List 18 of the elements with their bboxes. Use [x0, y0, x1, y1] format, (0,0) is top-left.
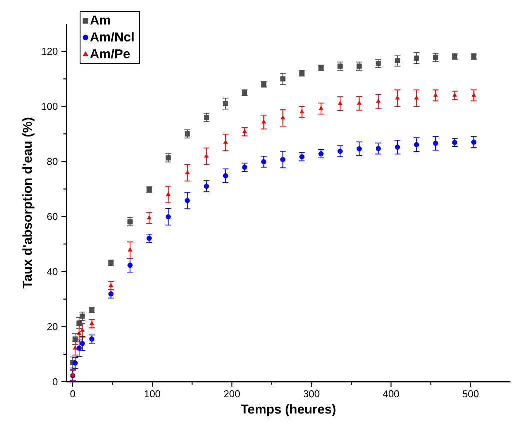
legend-label: Am: [90, 16, 110, 25]
y-tick-label: 120: [42, 48, 58, 56]
y-axis-title: Taux d'absorption d'eau (%): [22, 118, 35, 289]
x-tick-label: 300: [304, 390, 320, 398]
legend-label: Am/Pe: [90, 49, 130, 59]
y-tick-label: 80: [47, 158, 58, 166]
y-tick-label: 20: [48, 323, 58, 330]
x-tick-label: 200: [224, 390, 240, 398]
y-tick-label: 60: [48, 213, 58, 220]
x-tick-label: 100: [145, 390, 160, 398]
y-tick-label: 0: [52, 378, 58, 386]
y-tick-label: 100: [42, 103, 58, 110]
legend-label: Am/Ncl: [90, 32, 134, 42]
x-tick-label: 0: [70, 390, 76, 398]
x-tick-label: 400: [383, 390, 400, 398]
x-axis-title: Temps (heures): [241, 404, 336, 416]
y-tick-label: 40: [47, 268, 58, 276]
x-tick-label: 500: [462, 390, 479, 398]
